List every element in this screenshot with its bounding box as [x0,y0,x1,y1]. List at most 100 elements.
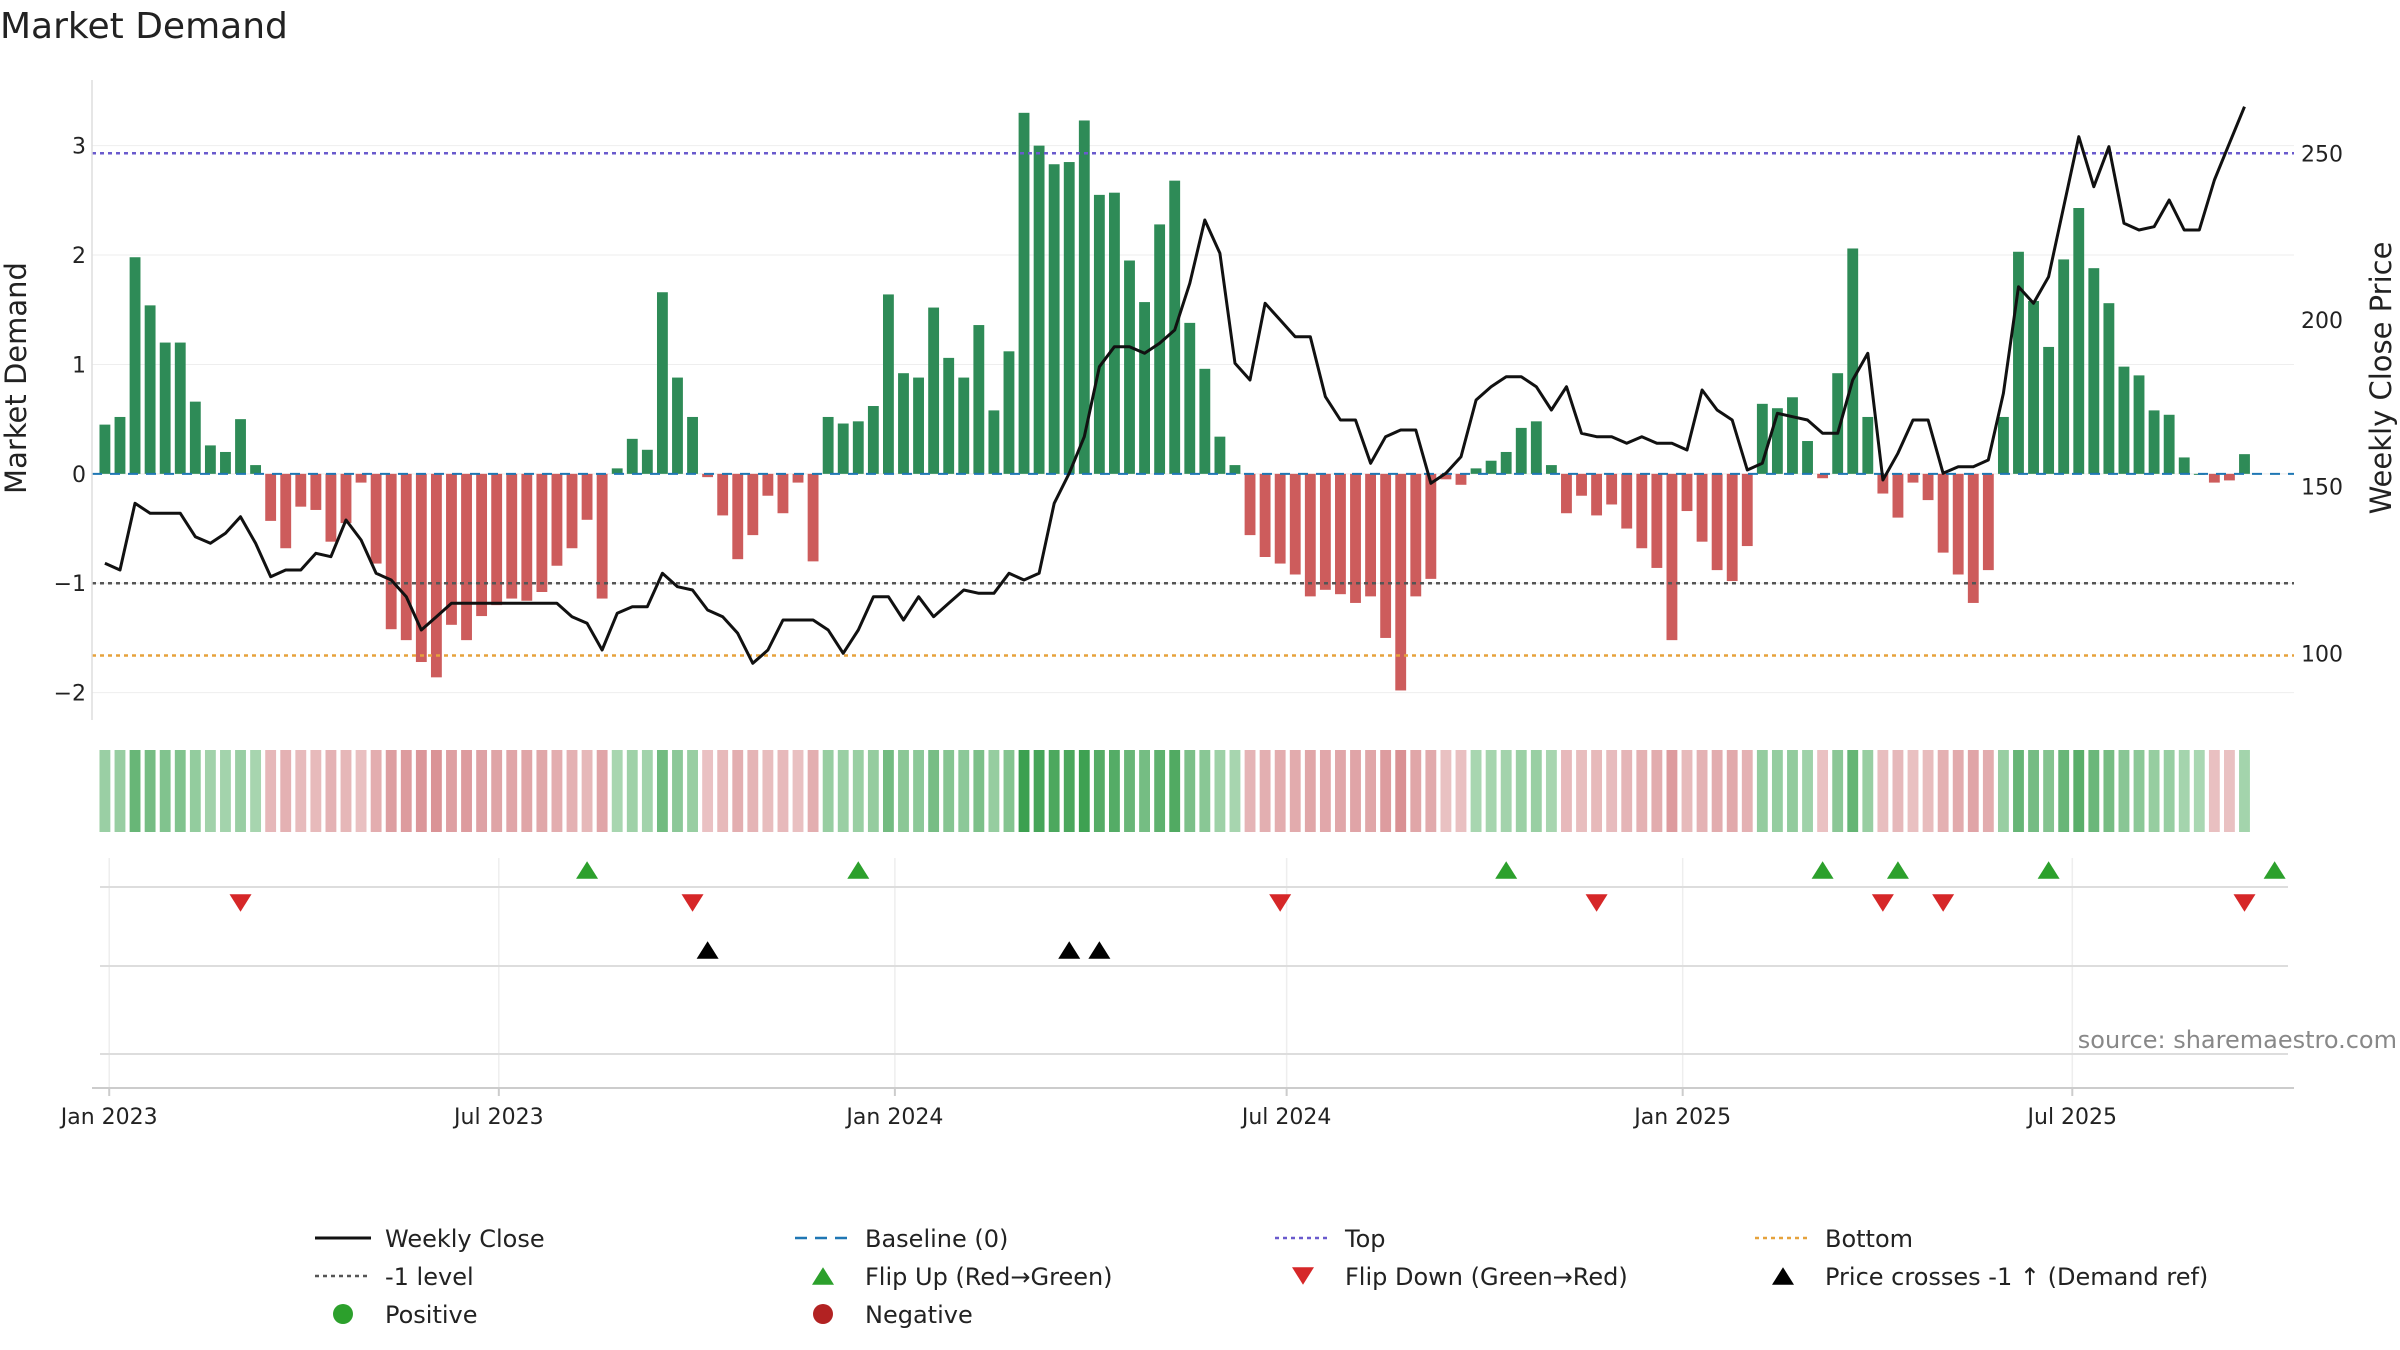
demand-bar [2088,268,2100,474]
heat-cell [1530,750,1542,832]
heat-cell [1425,750,1437,832]
flip-down-marker [681,894,704,912]
demand-bar [476,473,488,617]
demand-bar [1787,397,1798,474]
heat-cell [1500,750,1512,832]
heat-cell [461,750,472,832]
heat-cell [1892,750,1904,832]
heat-cell [1515,750,1527,832]
legend-swatch [813,1304,833,1324]
demand-bar [988,410,1000,474]
heat-cell [1756,750,1768,832]
heat-cell [189,750,201,832]
demand-bar [1621,473,1633,529]
demand-bar [1606,473,1618,505]
flip-up-marker [847,861,870,879]
legend-item: -1 level [315,1263,474,1291]
demand-bar [114,416,126,474]
demand-bar [1576,473,1587,496]
demand-bar [1244,473,1256,536]
heat-cell [1455,750,1467,832]
heat-cell [641,750,653,832]
heat-cell [2118,750,2130,832]
heat-cell [867,750,879,832]
demand-bar [2208,473,2220,483]
demand-bar [1832,373,1844,474]
flip-down-marker [1269,894,1292,912]
heat-cell [702,750,714,832]
heat-cell [310,750,322,832]
x-tick-label: Jul 2025 [2026,1105,2118,1130]
legend-swatch [1292,1267,1314,1285]
heat-cell [777,750,789,832]
demand-bar [1304,473,1316,597]
demand-bar [2028,300,2039,474]
heat-cell [973,750,985,832]
demand-bar [958,377,970,474]
heat-cell [551,750,563,832]
legend-label: Flip Up (Red→Green) [865,1263,1113,1291]
demand-bar [385,473,397,630]
flip-up-marker [2263,861,2286,879]
demand-bar [506,473,518,599]
demand-bar [1199,368,1211,474]
heat-cell [1952,750,1964,832]
heat-cell [1651,750,1663,832]
heat-cell [1636,750,1648,832]
heat-cell [1033,750,1045,832]
heat-cell [1199,750,1211,832]
flip-up-marker [2037,861,2060,879]
demand-bar [2043,346,2055,474]
heat-cell [687,750,698,832]
x-tick-label: Jan 2025 [1632,1105,1731,1130]
heat-cell [1440,750,1452,832]
heat-cell [747,750,759,832]
heat-cell [1319,750,1331,832]
demand-bar [340,473,352,524]
demand-bar [1741,473,1753,547]
demand-bar [2239,454,2250,474]
demand-bar [159,342,171,474]
demand-bar [1048,164,1060,474]
legend-swatch [812,1267,834,1285]
y2-tick-label: 200 [2301,309,2343,334]
demand-bar [1922,473,1934,501]
legend-label: Top [1344,1225,1386,1253]
demand-bar [1500,451,1512,474]
heat-cell [672,750,683,832]
heat-cell [1184,750,1196,832]
heat-cell [913,750,924,832]
heat-cell [1771,750,1783,832]
heat-cell [385,750,397,832]
heat-cell [1591,750,1603,832]
demand-bar [1063,162,1075,474]
demand-bar [1033,145,1045,474]
heat-cell [1274,750,1286,832]
heat-cell [717,750,729,832]
demand-bar [1184,322,1196,474]
heat-cell [2133,750,2145,832]
heat-cell [837,750,849,832]
heat-cell [807,750,819,832]
demand-bar [1952,473,1964,575]
demand-bar [1802,441,1813,474]
legend: Weekly Close Baseline (0) Top Bottom -1 leve… [315,1225,2208,1329]
demand-bar [777,473,789,514]
heat-cell [1214,750,1226,832]
demand-bar [898,373,909,474]
price-cross-marker [1058,941,1081,959]
heat-cell [1109,750,1120,832]
legend-item: Top [1275,1225,1386,1253]
heat-cell [2148,750,2160,832]
heat-cell [1802,750,1813,832]
heat-cell [958,750,970,832]
demand-bar [174,342,186,474]
demand-bar [2058,259,2070,474]
heat-cell [1018,750,1030,832]
demand-bar [852,421,864,474]
demand-bar [1892,473,1904,518]
heat-cell [1666,750,1678,832]
heat-cell [506,750,518,832]
heat-cell [340,750,352,832]
heat-cell [852,750,864,832]
